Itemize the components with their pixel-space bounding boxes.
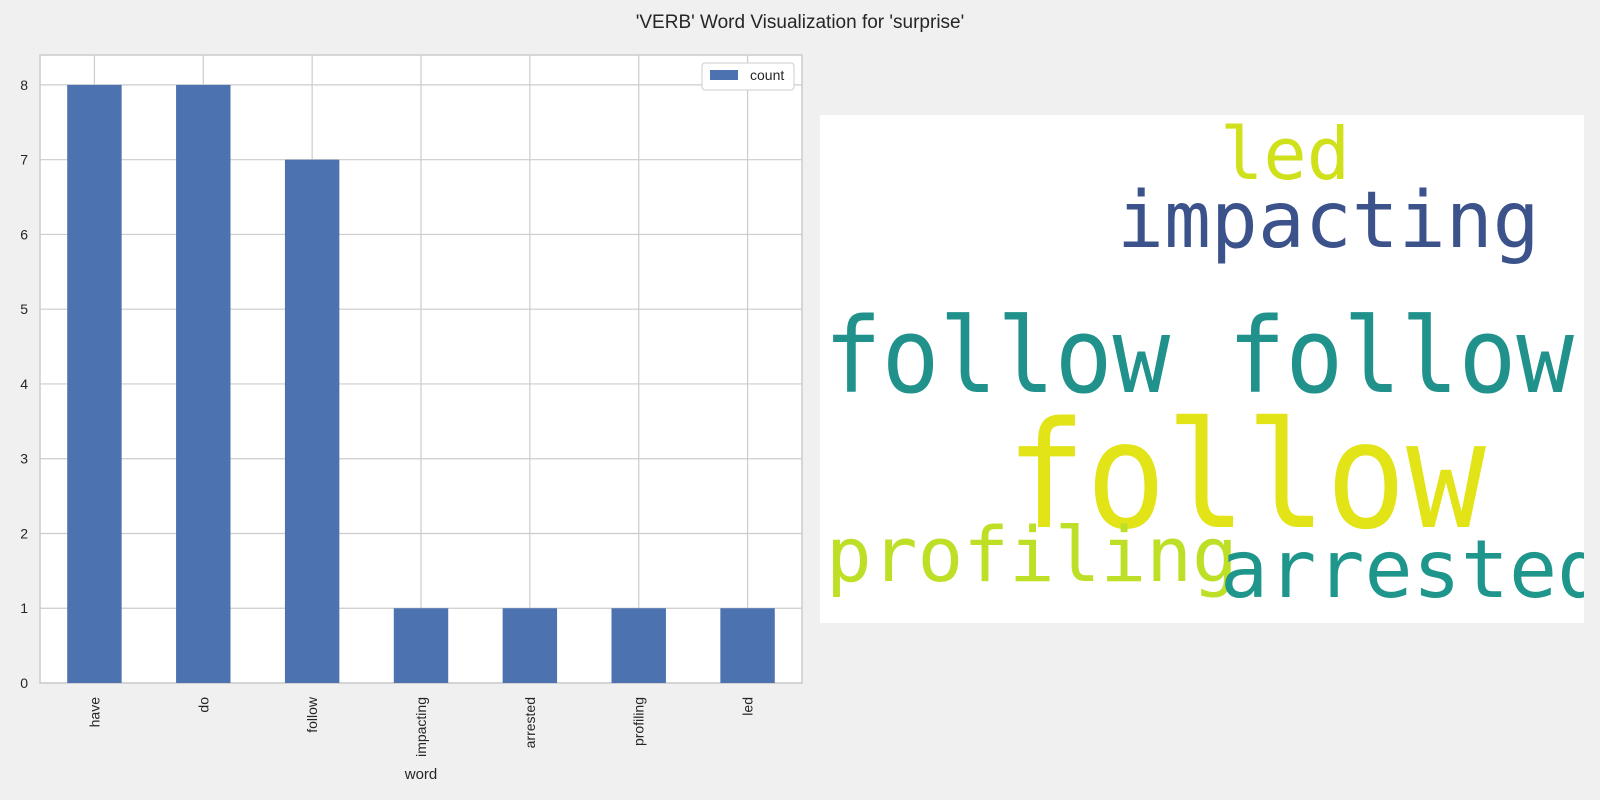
y-tick-labels: 0 1 2 3 4 5 6 7 8: [20, 77, 28, 691]
bar-impacting: [393, 608, 449, 683]
bar-profiling: [611, 608, 666, 683]
wordcloud-word-follow-follow: follow follow: [824, 295, 1574, 417]
bar-follow: [284, 159, 340, 683]
y-tick-label: 4: [20, 376, 28, 392]
wordcloud-word-profiling: profiling: [826, 510, 1238, 599]
x-tick-labels: have do follow impacting arrested profiling le…: [86, 696, 755, 757]
legend: count: [701, 62, 795, 91]
bar-have: [67, 84, 122, 683]
legend-label: count: [750, 67, 784, 83]
y-tick-label: 5: [20, 301, 28, 317]
y-tick-label: 6: [20, 226, 28, 242]
bar-do: [176, 84, 231, 683]
y-tick-label: 1: [20, 600, 28, 616]
y-tick-label: 2: [20, 525, 28, 541]
x-tick-label: led: [740, 697, 756, 716]
y-tick-label: 3: [20, 451, 28, 467]
bar-led: [720, 608, 775, 683]
bar-arrested: [502, 608, 558, 683]
x-tick-label: do: [195, 697, 211, 713]
x-axis-label: word: [404, 766, 438, 783]
x-tick-label: follow: [304, 696, 320, 733]
x-tick-label: impacting: [413, 697, 429, 757]
y-tick-label: 0: [20, 675, 28, 691]
word-cloud: led impacting follow follow follow profi…: [820, 115, 1584, 623]
y-tick-label: 8: [20, 77, 28, 93]
x-tick-label: have: [86, 697, 102, 728]
wordcloud-word-follow: follow: [1006, 390, 1487, 562]
wordcloud-word-arrested: arrested: [1220, 523, 1584, 616]
wordcloud-word-led: led: [1220, 115, 1350, 196]
bar-chart: 0 1 2 3 4 5 6 7 8 have do follow impacting arrested p…: [20, 54, 803, 783]
x-tick-label: arrested: [522, 697, 538, 748]
figure-title: 'VERB' Word Visualization for 'surprise': [635, 12, 965, 33]
wordcloud-word-impacting: impacting: [1117, 176, 1540, 266]
y-tick-label: 7: [20, 152, 28, 168]
bars: [67, 84, 775, 683]
legend-swatch: [710, 70, 738, 80]
x-tick-label: profiling: [631, 697, 647, 746]
